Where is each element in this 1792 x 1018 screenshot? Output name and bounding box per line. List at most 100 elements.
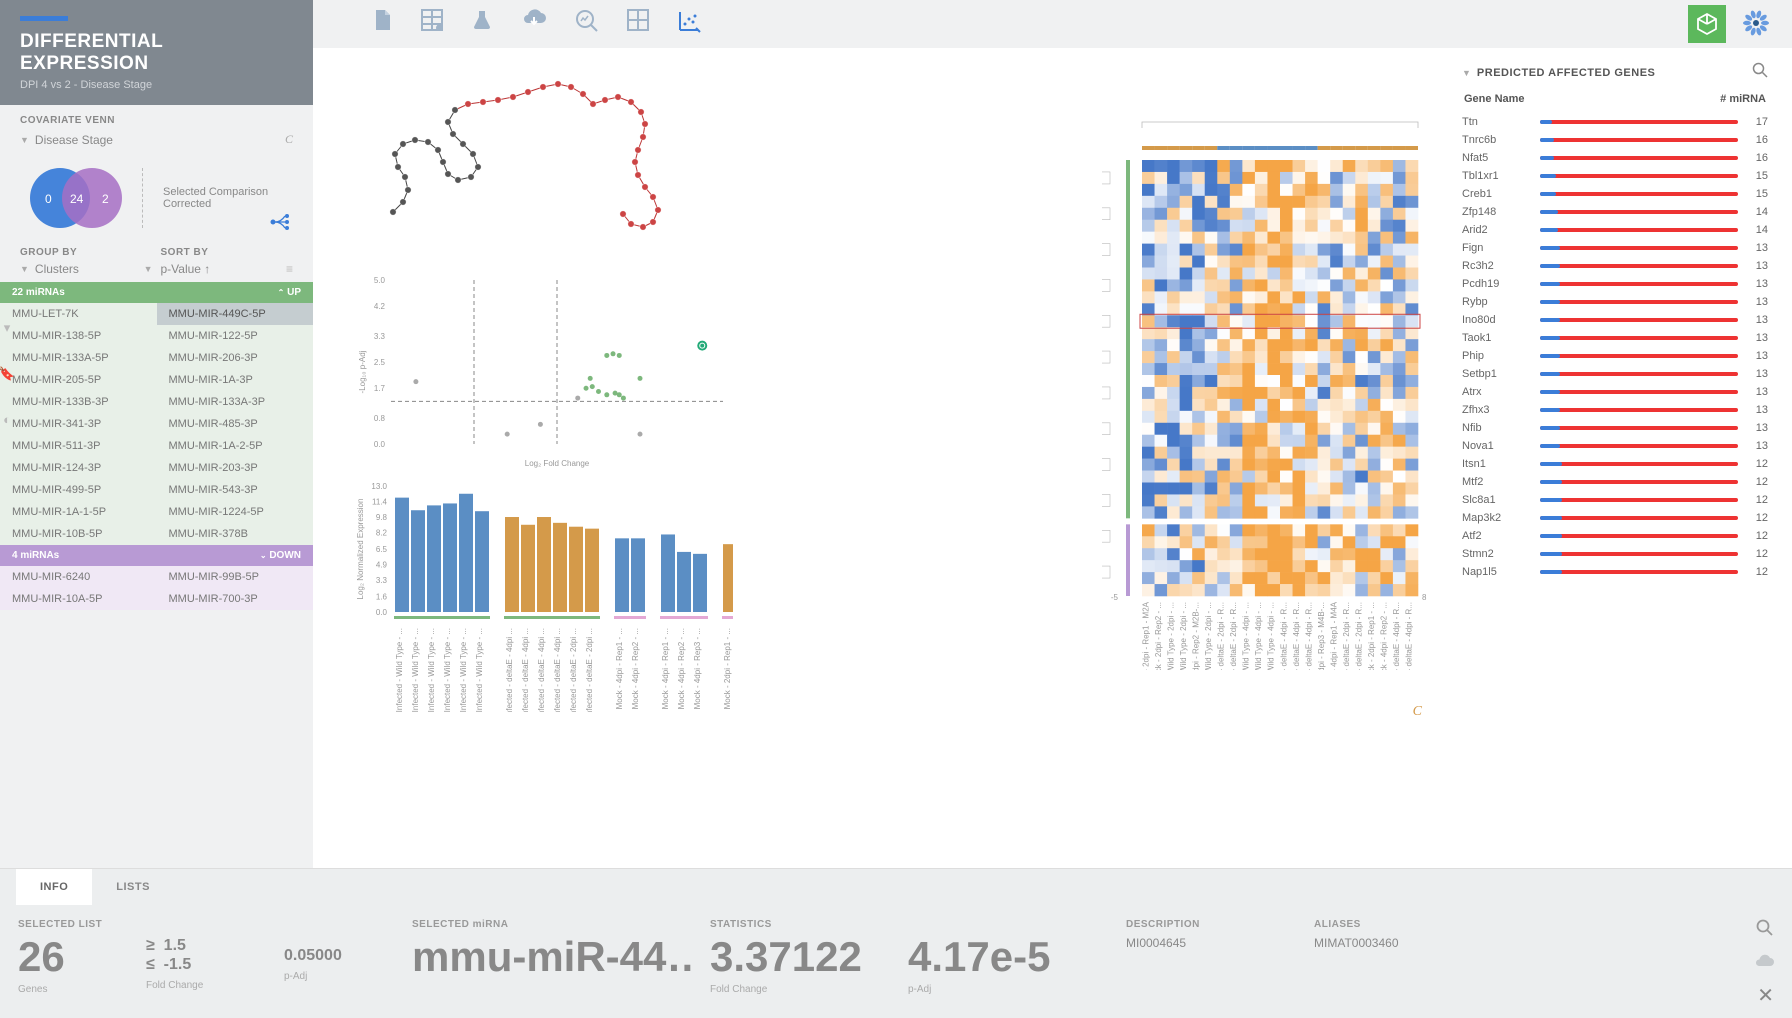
mirna-item[interactable]: MMU-MIR-511-3P — [0, 435, 157, 457]
gene-row[interactable]: Ttn17 — [1462, 113, 1768, 131]
flask-icon[interactable] — [471, 9, 493, 39]
gene-row[interactable]: Ino80d13 — [1462, 311, 1768, 329]
gene-row[interactable]: Nfat516 — [1462, 149, 1768, 167]
mirna-item[interactable]: MMU-MIR-1224-5P — [157, 501, 314, 523]
mirna-down-list: MMU-MIR-6240MMU-MIR-99B-5PMMU-MIR-10A-5P… — [0, 566, 313, 610]
mirna-item[interactable]: MMU-MIR-99B-5P — [157, 566, 314, 588]
gene-row[interactable]: Pcdh1913 — [1462, 275, 1768, 293]
mirna-item[interactable]: MMU-LET-7K — [0, 303, 157, 325]
gene-row[interactable]: Itsn112 — [1462, 455, 1768, 473]
grid-icon[interactable] — [627, 9, 649, 39]
gene-row[interactable]: Slc8a112 — [1462, 491, 1768, 509]
gene-row[interactable]: Map3k212 — [1462, 509, 1768, 527]
mirna-item[interactable]: MMU-MIR-133B-3P — [0, 391, 157, 413]
cloud-icon[interactable] — [1754, 952, 1774, 973]
filter-icon[interactable]: ▾ — [4, 320, 11, 336]
mirna-item[interactable]: MMU-MIR-1A-2-5P — [157, 435, 314, 457]
contrast-icon[interactable]: ◐ — [3, 412, 11, 427]
mirna-item[interactable]: MMU-MIR-138-5P — [0, 325, 157, 347]
tab-info[interactable]: INFO — [16, 869, 92, 905]
branch-icon[interactable] — [269, 212, 293, 237]
cube-badge-icon[interactable] — [1688, 5, 1726, 43]
mirna-item[interactable]: MMU-MIR-499-5P — [0, 479, 157, 501]
rosetta-logo-icon[interactable] — [1740, 7, 1772, 42]
mirna-item[interactable]: MMU-MIR-1A-3P — [157, 369, 314, 391]
mirna-item[interactable]: MMU-MIR-485-3P — [157, 413, 314, 435]
mirna-item[interactable]: MMU-MIR-122-5P — [157, 325, 314, 347]
toolbar — [313, 0, 1792, 48]
document-icon[interactable] — [373, 9, 393, 39]
svg-text:Log₂ Fold Change: Log₂ Fold Change — [525, 459, 590, 468]
svg-text:Infected - Wild Type - 2dpi -: Infected - Wild Type - 2dpi - ... — [1166, 602, 1175, 670]
mirna-item[interactable]: MMU-MIR-378B — [157, 523, 314, 545]
search-icon[interactable] — [1756, 919, 1774, 942]
close-icon[interactable]: ✕ — [1757, 983, 1774, 1008]
cluster-up-header[interactable]: 22 miRNAs ⌃ UP — [0, 282, 313, 303]
svg-text:Infected - deltaE - 4dpi - R..: Infected - deltaE - 4dpi - R... — [1405, 602, 1414, 670]
svg-text:Infected - deltaE - 4dpi - R..: Infected - deltaE - 4dpi - R... — [1292, 602, 1301, 670]
svg-text:Mock - 2dpi - Rep2 - ...: Mock - 2dpi - Rep2 - ... — [1154, 602, 1163, 670]
sort-by-label: SORT BY — [161, 247, 294, 258]
mirna-item[interactable]: MMU-MIR-203-3P — [157, 457, 314, 479]
gene-row[interactable]: Creb115 — [1462, 185, 1768, 203]
mirna-item[interactable]: MMU-MIR-10B-5P — [0, 523, 157, 545]
gene-row[interactable]: Zfp14814 — [1462, 203, 1768, 221]
chart-search-icon[interactable] — [575, 9, 599, 39]
gene-row[interactable]: Atf212 — [1462, 527, 1768, 545]
svg-text:Mock - 4dpi - Rep3 - M4B-...: Mock - 4dpi - Rep3 - M4B-... — [1317, 602, 1326, 670]
gene-row[interactable]: Nap1l512 — [1462, 563, 1768, 581]
mirna-item[interactable]: MMU-MIR-700-3P — [157, 588, 314, 610]
covariate-dropdown[interactable]: ▼ Disease Stage C — [0, 130, 313, 155]
heatmap[interactable]: -58Mock - 2dpi - Rep1 - M2AMock - 2dpi -… — [1092, 110, 1432, 670]
tag-icon[interactable]: 🔖 — [0, 366, 15, 382]
gene-row[interactable]: Tnrc6b16 — [1462, 131, 1768, 149]
group-by-dropdown[interactable]: ▼Clusters▼ — [20, 262, 153, 276]
scatter-icon[interactable] — [677, 9, 701, 39]
stat-padj-value: 4.17e-5 — [908, 936, 1108, 978]
gene-row[interactable]: Rc3h213 — [1462, 257, 1768, 275]
mirna-item[interactable]: MMU-MIR-124-3P — [0, 457, 157, 479]
gene-row[interactable]: Nova113 — [1462, 437, 1768, 455]
mirna-item[interactable]: MMU-MIR-10A-5P — [0, 588, 157, 610]
gene-row[interactable]: Phip13 — [1462, 347, 1768, 365]
gene-row[interactable]: Setbp113 — [1462, 365, 1768, 383]
mirna-item[interactable]: MMU-MIR-205-5P — [0, 369, 157, 391]
cloud-download-icon[interactable] — [521, 9, 547, 39]
svg-text:3.3: 3.3 — [376, 576, 388, 585]
gene-row[interactable]: Fign13 — [1462, 239, 1768, 257]
gene-row[interactable]: Tbl1xr115 — [1462, 167, 1768, 185]
mirna-up-list: MMU-LET-7KMMU-MIR-449C-5PMMU-MIR-138-5PM… — [0, 303, 313, 545]
search-icon[interactable] — [1752, 62, 1768, 83]
svg-text:0.0: 0.0 — [376, 608, 388, 617]
mirna-item[interactable]: MMU-MIR-341-3P — [0, 413, 157, 435]
svg-text:1.6: 1.6 — [376, 592, 388, 601]
sort-by-dropdown[interactable]: p-Value ↑≡ — [161, 262, 294, 276]
gene-row[interactable]: Mtf212 — [1462, 473, 1768, 491]
gene-row[interactable]: Atrx13 — [1462, 383, 1768, 401]
tab-lists[interactable]: LISTS — [92, 869, 174, 905]
gene-row[interactable]: Stmn212 — [1462, 545, 1768, 563]
svg-text:0.0: 0.0 — [374, 440, 386, 449]
gene-row[interactable]: Arid214 — [1462, 221, 1768, 239]
svg-text:Infected - deltaE - 4dpi - R..: Infected - deltaE - 4dpi - R... — [1392, 602, 1401, 670]
mirna-item[interactable]: MMU-MIR-206-3P — [157, 347, 314, 369]
gene-row[interactable]: Taok113 — [1462, 329, 1768, 347]
mirna-item[interactable]: MMU-MIR-449C-5P — [157, 303, 314, 325]
mirna-item[interactable]: MMU-MIR-543-3P — [157, 479, 314, 501]
chevron-down-icon[interactable]: ▼ — [1462, 68, 1471, 78]
mirna-item[interactable]: MMU-MIR-133A-3P — [157, 391, 314, 413]
mirna-item[interactable]: MMU-MIR-6240 — [0, 566, 157, 588]
venn-diagram[interactable]: 0 24 2 Selected Comparison Corrected — [0, 155, 313, 247]
visualization-area: 0.00.81.72.53.34.25.0-Log₁₀ p-AdjLog₂ Fo… — [313, 48, 1452, 868]
gene-row[interactable]: Rybp13 — [1462, 293, 1768, 311]
table-icon[interactable] — [421, 9, 443, 39]
gene-row[interactable]: Zfhx313 — [1462, 401, 1768, 419]
gene-row[interactable]: Nfib13 — [1462, 419, 1768, 437]
svg-text:Infected - deltaE - 4dpi ...: Infected - deltaE - 4dpi ... — [505, 628, 514, 712]
svg-text:8: 8 — [1422, 593, 1427, 602]
mirna-item[interactable]: MMU-MIR-1A-1-5P — [0, 501, 157, 523]
aliases-value: MIMAT0003460 — [1314, 936, 1484, 950]
svg-text:4.2: 4.2 — [374, 302, 386, 311]
mirna-item[interactable]: MMU-MIR-133A-5P — [0, 347, 157, 369]
cluster-down-header[interactable]: 4 miRNAs ⌄ DOWN — [0, 545, 313, 566]
